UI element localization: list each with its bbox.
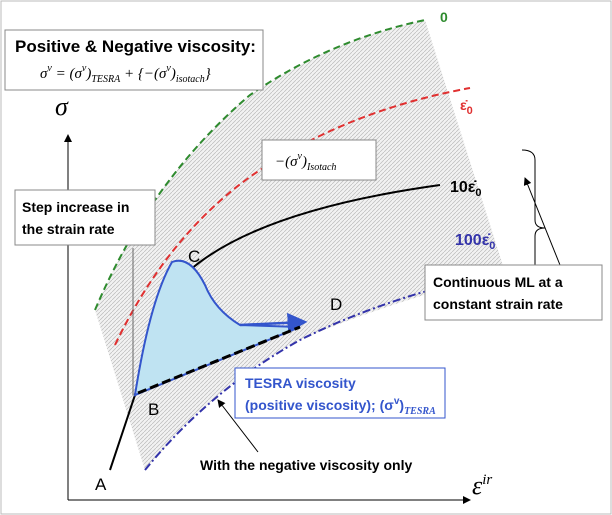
tesra-box	[234, 367, 446, 419]
text-part: 0	[467, 105, 473, 117]
continuous-text: constant strain rate	[433, 296, 563, 312]
title-box	[4, 29, 264, 91]
text-part: −(σ	[275, 154, 298, 170]
text-part: v	[82, 63, 87, 74]
text-part: Isotach	[306, 162, 336, 173]
text-part: )	[85, 66, 91, 82]
tesra-text: (positive viscosity); (σv)TESRA	[245, 396, 436, 417]
continuous-text: Continuous ML at a	[433, 274, 563, 290]
x-axis-label: εir	[472, 471, 492, 500]
text-part: 100ε̇	[455, 232, 491, 249]
text-part: σ	[40, 66, 48, 82]
curve-3	[144, 271, 506, 471]
curve-label: 10ε̇0	[450, 179, 482, 199]
text-part: TESRA	[91, 74, 121, 85]
text-part: }	[205, 66, 211, 82]
text-part: v	[47, 63, 52, 74]
title: Positive & Negative viscosity:	[15, 37, 256, 56]
point-label: D	[330, 295, 342, 314]
isotach-box	[261, 139, 377, 181]
text-part: )	[170, 66, 176, 82]
text-part: + {−(σ	[120, 66, 167, 82]
curve-label: 0	[440, 9, 448, 25]
formula: σv = (σv)TESRA + {−(σv)isotach}	[40, 63, 211, 85]
text-part: 0	[489, 240, 495, 252]
negative-path	[137, 325, 301, 395]
text-part: v	[166, 63, 171, 74]
text-part: 10ε̇	[450, 179, 477, 196]
text-part: 0	[440, 9, 448, 25]
text-part: )	[301, 154, 307, 170]
arrow-d	[239, 312, 308, 333]
continuous-arrow	[523, 177, 561, 266]
tesra-region	[133, 259, 301, 397]
step-box	[14, 189, 156, 246]
negative-note: With the negative viscosity only	[200, 457, 412, 473]
step-text: the strain rate	[22, 221, 115, 237]
curve-label: 100ε̇0	[455, 232, 495, 252]
text-part: isotach	[176, 74, 205, 85]
negative-arrow	[217, 399, 259, 453]
text-part: 0	[475, 187, 481, 199]
point-label: B	[148, 400, 159, 419]
point-label: C	[188, 247, 200, 266]
tesra-text: TESRA viscosity	[245, 375, 356, 391]
curve-label: ε̇0	[460, 97, 473, 117]
continuous-box	[424, 264, 603, 321]
step-text: Step increase in	[22, 199, 129, 215]
isotach-label: −(σv)Isotach	[275, 151, 336, 173]
point-label: A	[95, 475, 107, 494]
text-part: ε̇	[460, 97, 468, 113]
text-part: = (σ	[52, 66, 83, 82]
y-axis-label: σ	[55, 92, 69, 121]
text-part: v	[298, 151, 303, 162]
